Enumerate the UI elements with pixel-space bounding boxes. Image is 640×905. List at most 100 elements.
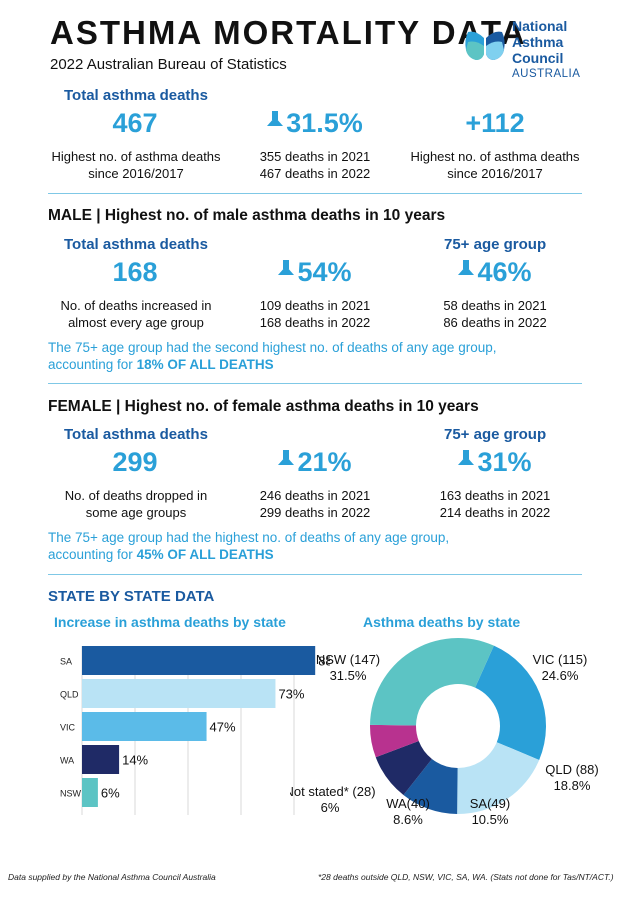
state-heading: STATE BY STATE DATA: [48, 588, 215, 605]
slice-label: VIC (115): [533, 652, 588, 667]
overall-diff-value: +112: [465, 108, 525, 138]
logo-line-3: Council: [512, 50, 564, 66]
overall-total-desc: Highest no. of asthma deaths since 2016/…: [36, 148, 236, 182]
bar-category-label: NSW: [60, 789, 82, 799]
female-note-prefix: accounting for: [48, 547, 137, 562]
up-arrow-icon: [267, 108, 286, 139]
male-pct-block: 54%: [230, 257, 400, 288]
male-note: The 75+ age group had the second highest…: [48, 339, 496, 373]
male-age-block: 46%: [410, 257, 580, 288]
bar-value-label: 73%: [278, 687, 304, 702]
overall-diff-desc: Highest no. of asthma deaths since 2016/…: [395, 148, 595, 182]
female-note: The 75+ age group had the highest no. of…: [48, 529, 449, 563]
slice-percent-label: 6%: [321, 800, 340, 815]
bar-chart-title: Increase in asthma deaths by state: [54, 614, 286, 630]
female-total-label: Total asthma deaths: [64, 426, 208, 443]
male-note-line-2: accounting for 18% OF ALL DEATHS: [48, 356, 496, 373]
logo-line-4: AUSTRALIA: [512, 68, 581, 80]
male-note-emphasis: 18% OF ALL DEATHS: [136, 357, 274, 372]
brand-logo: National Asthma Council AUSTRALIA: [512, 18, 580, 82]
bar: [82, 712, 207, 741]
male-total-desc-2: almost every age group: [68, 315, 204, 330]
bar-value-label: 47%: [210, 720, 236, 735]
page-subtitle: 2022 Australian Bureau of Statistics: [50, 56, 287, 73]
male-pct-desc-2: 168 deaths in 2022: [259, 315, 371, 330]
male-age-desc: 58 deaths in 2021 86 deaths in 2022: [395, 297, 595, 331]
donut-chart: VIC (115)24.6% QLD (88)18.8% SA(49)10.5% WA…: [290, 638, 599, 827]
bar-value-label: 88%: [318, 654, 330, 669]
bar-category-label: SA: [60, 657, 72, 667]
bar-category-label: VIC: [60, 723, 76, 733]
female-total-desc-2: some age groups: [85, 505, 187, 520]
male-total-value: 168: [112, 257, 158, 287]
male-pct-desc-1: 109 deaths in 2021: [259, 298, 371, 313]
male-heading: MALE | Highest no. of male asthma deaths…: [48, 207, 446, 224]
slice-percent-label: 24.6%: [542, 668, 579, 683]
female-total-desc-1: No. of deaths dropped in: [64, 488, 208, 503]
logo-line-1: National: [512, 18, 568, 34]
female-total-desc: No. of deaths dropped in some age groups: [36, 487, 236, 521]
overall-total-desc-2: since 2016/2017: [88, 166, 184, 181]
slice-percent-label: 18.8%: [554, 778, 591, 793]
male-note-prefix: accounting for: [48, 357, 137, 372]
female-pct-desc: 246 deaths in 2021 299 deaths in 2022: [215, 487, 415, 521]
slice-percent-label: 10.5%: [472, 812, 509, 827]
female-pct-desc-2: 299 deaths in 2022: [259, 505, 371, 520]
bar-category-label: WA: [60, 756, 74, 766]
male-age-pct: 46%: [477, 257, 532, 287]
overall-total-value: 467: [112, 108, 158, 138]
bar-value-label: 14%: [122, 753, 148, 768]
overall-total-desc-1: Highest no. of asthma deaths: [51, 149, 221, 164]
footer-note: *28 deaths outside QLD, NSW, VIC, SA, WA…: [318, 872, 614, 882]
male-age-desc-2: 86 deaths in 2022: [443, 315, 547, 330]
logo-line-2: Asthma: [512, 34, 564, 50]
slice-label: SA(49): [470, 796, 510, 811]
male-age-label: 75+ age group: [444, 236, 547, 253]
female-note-line-2: accounting for 45% OF ALL DEATHS: [48, 546, 449, 563]
overall-pct-value: 31.5%: [286, 108, 363, 138]
female-age-label: 75+ age group: [444, 426, 547, 443]
donut-slice: [457, 742, 540, 814]
male-pct-desc: 109 deaths in 2021 168 deaths in 2022: [215, 297, 415, 331]
female-pct-block: 21%: [230, 447, 400, 478]
page-title: ASTHMA MORTALITY DATA: [50, 14, 527, 51]
female-age-desc-2: 214 deaths in 2022: [439, 505, 551, 520]
overall-total-label: Total asthma deaths: [64, 87, 208, 104]
up-arrow-icon: [458, 257, 477, 288]
donut-chart-title: Asthma deaths by state: [363, 614, 521, 630]
slice-label: Not stated* (28): [290, 784, 376, 799]
bar: [82, 778, 98, 807]
bar: [82, 679, 276, 708]
bar: [82, 745, 120, 774]
slice-percent-label: 31.5%: [330, 668, 367, 683]
female-age-desc-1: 163 deaths in 2021: [439, 488, 551, 503]
slice-label: QLD (88): [545, 762, 598, 777]
male-note-line-1: The 75+ age group had the second highest…: [48, 340, 497, 355]
female-pct-desc-1: 246 deaths in 2021: [259, 488, 371, 503]
female-age-block: 31%: [410, 447, 580, 478]
slice-label: WA(40): [386, 796, 430, 811]
male-age-desc-1: 58 deaths in 2021: [443, 298, 547, 313]
donut-slice: [475, 645, 546, 760]
overall-pct-desc: 355 deaths in 2021 467 deaths in 2022: [215, 148, 415, 182]
female-note-emphasis: 45% OF ALL DEATHS: [136, 547, 274, 562]
female-note-line-1: The 75+ age group had the highest no. of…: [48, 530, 450, 545]
divider: [48, 383, 582, 384]
bar-category-label: QLD: [60, 690, 79, 700]
male-total-desc: No. of deaths increased in almost every …: [36, 297, 236, 331]
donut-slice: [370, 724, 419, 758]
male-total-desc-1: No. of deaths increased in: [60, 298, 212, 313]
slice-percent-label: 8.6%: [393, 812, 423, 827]
female-age-desc: 163 deaths in 2021 214 deaths in 2022: [395, 487, 595, 521]
overall-pct-desc-2: 467 deaths in 2022: [259, 166, 371, 181]
bar-value-label: 6%: [101, 786, 120, 801]
female-total-value: 299: [112, 447, 158, 477]
female-pct-value: 21%: [297, 447, 352, 477]
donut-slice: [403, 758, 458, 814]
overall-diff-desc-2: since 2016/2017: [447, 166, 543, 181]
male-pct-value: 54%: [297, 257, 352, 287]
female-heading: FEMALE | Highest no. of female asthma de…: [48, 398, 479, 415]
up-arrow-icon: [278, 447, 297, 478]
overall-pct-block: 31.5%: [230, 108, 400, 139]
donut-slice: [375, 740, 432, 796]
